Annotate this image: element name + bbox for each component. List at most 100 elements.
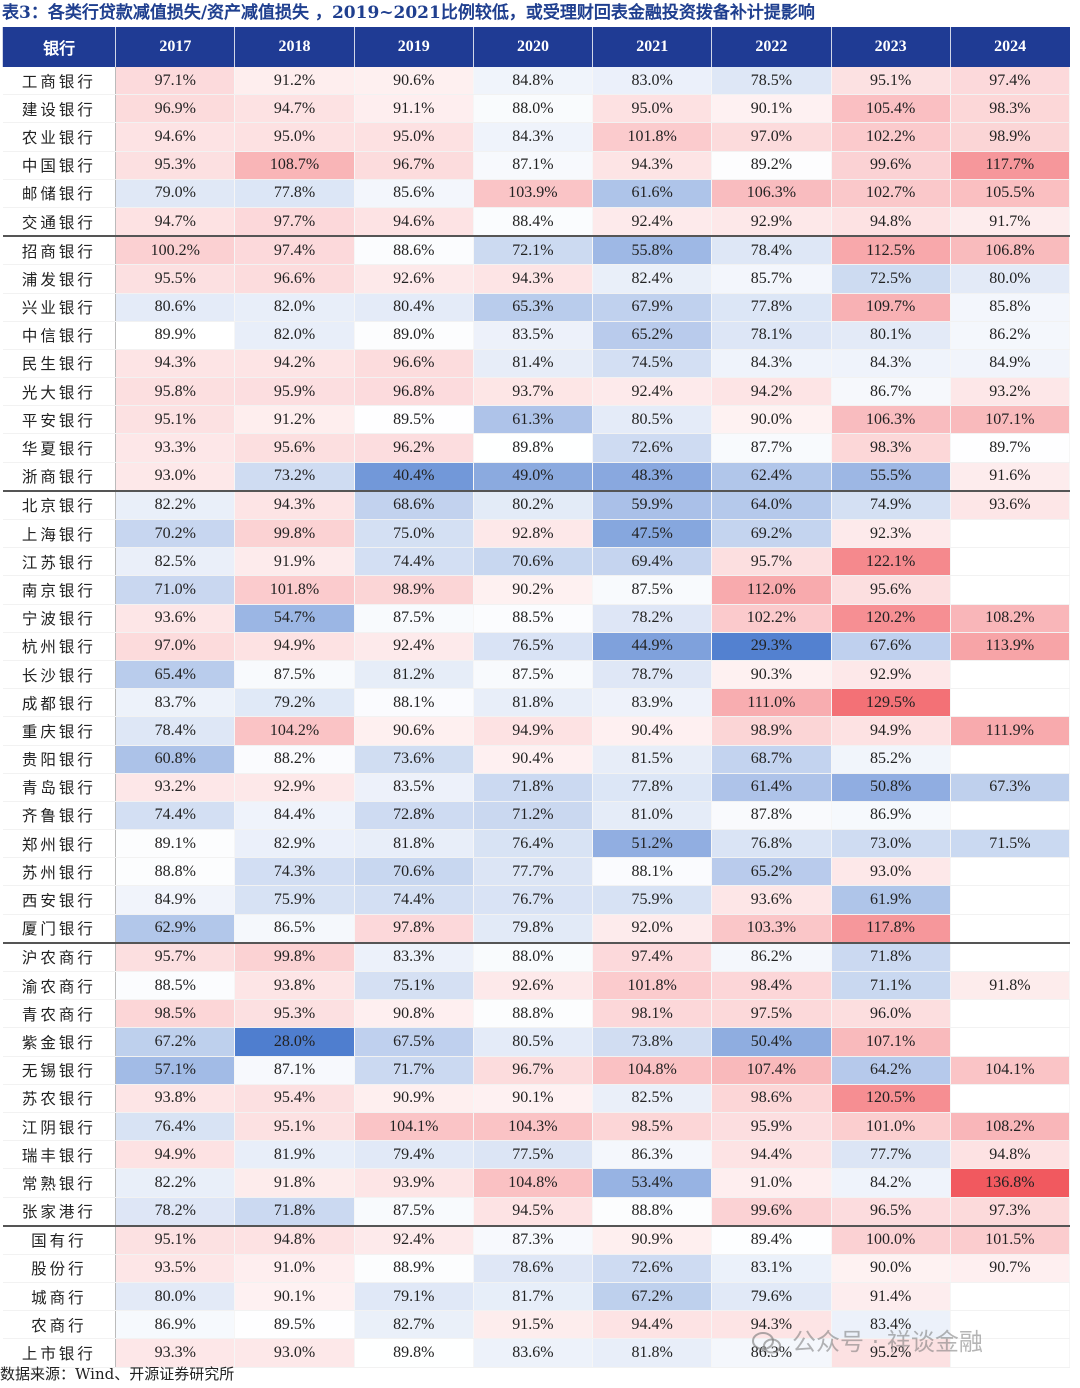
value-cell: 104.8% xyxy=(473,1168,594,1198)
table-row: 江苏银行 82.5% 91.9% 74.4% 70.6% 69.4% 95.7% 122.1% xyxy=(2,547,1071,577)
bank-name: 平安银行 xyxy=(2,405,117,435)
value-cell: 84.4% xyxy=(234,801,355,831)
table-row: 华夏银行 93.3% 95.6% 96.2% 89.8% 72.6% 87.7% 98.3% 8… xyxy=(2,433,1071,463)
value-cell: 98.9% xyxy=(711,716,832,746)
value-cell: 93.0% xyxy=(115,462,236,492)
value-cell: 87.5% xyxy=(592,575,713,605)
table-row: 民生银行 94.3% 94.2% 96.6% 81.4% 74.5% 84.3% 84.3% 8… xyxy=(2,349,1071,379)
value-cell: 80.0% xyxy=(115,1282,236,1312)
value-cell xyxy=(950,660,1071,690)
value-cell: 78.2% xyxy=(115,1197,236,1227)
value-cell: 92.8% xyxy=(473,519,594,549)
value-cell: 93.0% xyxy=(831,857,951,887)
value-cell: 109.7% xyxy=(831,293,951,322)
bank-name: 齐鲁银行 xyxy=(2,801,117,831)
value-cell: 80.5% xyxy=(592,405,713,435)
table-title: 表3：各类行贷款减值损失/资产减值损失 ，2019~2021比例较低，或受理财回… xyxy=(2,3,815,23)
value-cell: 81.8% xyxy=(473,688,594,718)
value-cell: 84.3% xyxy=(473,122,594,152)
value-cell: 76.4% xyxy=(473,829,594,859)
value-cell: 90.2% xyxy=(473,575,594,605)
value-cell: 101.8% xyxy=(592,971,713,1001)
bank-name: 南京银行 xyxy=(2,575,117,605)
value-cell: 90.7% xyxy=(950,1254,1071,1284)
value-cell: 95.1% xyxy=(234,1112,355,1142)
value-cell: 81.0% xyxy=(592,801,713,831)
value-cell: 75.1% xyxy=(354,971,474,1001)
value-cell: 91.5% xyxy=(473,1310,594,1340)
value-cell: 79.6% xyxy=(711,1282,832,1312)
value-cell: 62.9% xyxy=(115,914,236,944)
value-cell: 91.2% xyxy=(234,405,355,435)
table-row: 上海银行 70.2% 99.8% 75.0% 92.8% 47.5% 69.2% 92.3% xyxy=(2,519,1071,549)
value-cell: 70.6% xyxy=(354,857,474,887)
value-cell: 71.5% xyxy=(950,829,1071,859)
bank-name: 江苏银行 xyxy=(2,547,117,577)
value-cell: 85.7% xyxy=(711,264,832,294)
value-cell: 111.0% xyxy=(711,688,832,718)
value-cell: 92.6% xyxy=(473,971,594,1001)
table-row: 建设银行 96.9% 94.7% 91.1% 88.0% 95.0% 90.1% 105.4%… xyxy=(2,94,1071,124)
value-cell: 88.0% xyxy=(473,942,594,972)
value-cell: 53.4% xyxy=(592,1168,713,1198)
value-cell: 98.5% xyxy=(592,1112,713,1142)
value-cell: 95.7% xyxy=(711,547,832,577)
value-cell: 101.0% xyxy=(831,1112,951,1142)
bank-name: 江阴银行 xyxy=(2,1112,117,1142)
value-cell: 96.2% xyxy=(354,433,474,463)
value-cell: 92.9% xyxy=(234,773,355,802)
bank-name: 苏州银行 xyxy=(2,857,117,887)
value-cell xyxy=(950,519,1071,549)
value-cell: 40.4% xyxy=(354,462,474,492)
value-cell: 91.1% xyxy=(354,94,474,124)
value-cell: 83.5% xyxy=(354,773,474,802)
bank-name: 中国银行 xyxy=(2,151,117,180)
value-cell: 95.1% xyxy=(115,405,236,435)
value-cell: 97.0% xyxy=(711,122,832,152)
value-cell: 91.7% xyxy=(950,207,1071,238)
value-cell: 92.9% xyxy=(711,207,832,238)
value-cell: 77.8% xyxy=(234,179,355,208)
value-cell: 117.8% xyxy=(831,914,951,944)
table-row: 浦发银行 95.5% 96.6% 92.6% 94.3% 82.4% 85.7% 72.5% 8… xyxy=(2,264,1071,294)
value-cell: 96.6% xyxy=(354,349,474,379)
value-cell: 106.8% xyxy=(950,236,1071,266)
bank-name: 青岛银行 xyxy=(2,773,117,802)
table-row: 沪农商行 95.7% 99.8% 83.3% 88.0% 97.4% 86.2% 71.8% xyxy=(2,942,1071,972)
value-cell: 101.5% xyxy=(950,1225,1071,1255)
value-cell: 71.8% xyxy=(473,773,594,802)
value-cell: 94.9% xyxy=(234,632,355,661)
value-cell: 77.8% xyxy=(711,293,832,322)
value-cell: 78.1% xyxy=(711,321,832,350)
value-cell: 70.6% xyxy=(473,547,594,577)
value-cell: 98.4% xyxy=(711,971,832,1001)
table-row: 青岛银行 93.2% 92.9% 83.5% 71.8% 77.8% 61.4% 50.8% 6… xyxy=(2,773,1071,802)
value-cell: 92.4% xyxy=(592,207,713,238)
value-cell: 76.7% xyxy=(473,885,594,915)
value-cell: 129.5% xyxy=(831,688,951,718)
value-cell: 98.6% xyxy=(711,1084,832,1113)
value-cell: 77.7% xyxy=(473,857,594,887)
value-cell: 93.8% xyxy=(234,971,355,1001)
table-row: 紫金银行 67.2% 28.0% 67.5% 80.5% 73.8% 50.4% 107.1% xyxy=(2,1027,1071,1057)
value-cell: 94.2% xyxy=(234,349,355,379)
value-cell: 100.2% xyxy=(115,236,236,266)
value-cell: 96.9% xyxy=(115,94,236,124)
table-row: 常熟银行 82.2% 91.8% 93.9% 104.8% 53.4% 91.0% 84.2%… xyxy=(2,1168,1071,1198)
bank-name: 重庆银行 xyxy=(2,716,117,746)
value-cell: 92.4% xyxy=(354,632,474,661)
value-cell: 89.9% xyxy=(115,321,236,350)
value-cell: 103.3% xyxy=(711,914,832,944)
table-row: 贵阳银行 60.8% 88.2% 73.6% 90.4% 81.5% 68.7% 85.2% xyxy=(2,745,1071,774)
bank-name: 渝农商行 xyxy=(2,971,117,1001)
value-cell: 49.0% xyxy=(473,462,594,492)
value-cell: 54.7% xyxy=(234,604,355,633)
bank-name: 郑州银行 xyxy=(2,829,117,859)
value-cell: 83.1% xyxy=(711,1254,832,1284)
table-row: 江阴银行 76.4% 95.1% 104.1% 104.3% 98.5% 95.9% 101.… xyxy=(2,1112,1071,1142)
value-cell: 82.7% xyxy=(354,1310,474,1340)
value-cell: 95.6% xyxy=(831,575,951,605)
value-cell: 95.9% xyxy=(711,1112,832,1142)
value-cell: 106.3% xyxy=(831,405,951,435)
value-cell: 64.2% xyxy=(831,1056,951,1085)
